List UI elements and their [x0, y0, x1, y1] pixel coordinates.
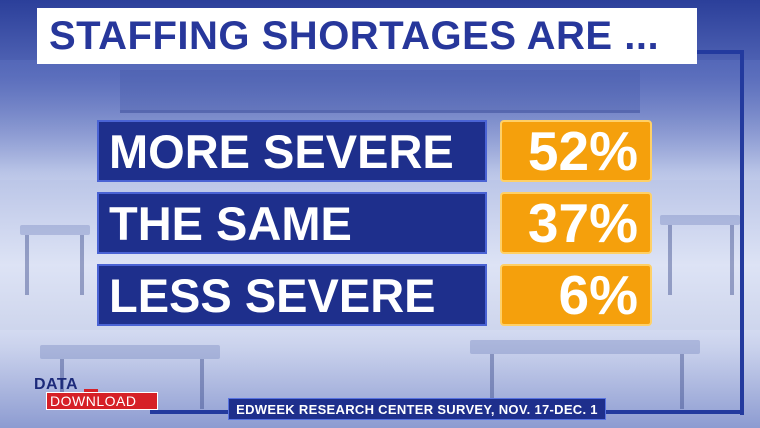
chart-title: STAFFING SHORTAGES ARE ... [49, 13, 660, 58]
category-label: MORE SEVERE [109, 124, 454, 178]
category-label-box: LESS SEVERE [97, 264, 487, 326]
value-box: 37% [500, 192, 652, 254]
background-desk-leg [490, 354, 494, 409]
value-box: 52% [500, 120, 652, 182]
data-label: 37% [527, 192, 638, 254]
category-label-box: THE SAME [97, 192, 487, 254]
source-bar: EDWEEK RESEARCH CENTER SURVEY, NOV. 17-D… [228, 398, 606, 420]
category-label: LESS SEVERE [109, 268, 436, 322]
logo-line-2: DOWNLOAD [46, 392, 158, 410]
background-desk-leg [80, 235, 84, 295]
background-desk-leg [730, 225, 734, 295]
source-text: EDWEEK RESEARCH CENTER SURVEY, NOV. 17-D… [236, 401, 598, 417]
category-label-box: MORE SEVERE [97, 120, 487, 182]
background-desk-leg [200, 359, 204, 409]
background-desk [660, 215, 740, 225]
background-desk [40, 345, 220, 359]
value-box: 6% [500, 264, 652, 326]
logo-line-1: DATA [34, 376, 79, 393]
frame-line-right [740, 50, 744, 415]
headline-box: STAFFING SHORTAGES ARE ... [37, 8, 697, 64]
background-desk [470, 340, 700, 354]
background-desk [20, 225, 90, 235]
background-desk-leg [680, 354, 684, 409]
category-label: THE SAME [109, 196, 352, 250]
frame-line-top [690, 50, 744, 54]
data-label: 52% [527, 120, 638, 182]
background-desk-leg [668, 225, 672, 295]
data-label: 6% [558, 264, 639, 326]
data-download-logo: DATA DOWNLOAD [34, 376, 158, 410]
logo-underscore-mark [84, 389, 98, 392]
background-desk-leg [60, 359, 64, 409]
background-board [120, 70, 640, 113]
background-desk-leg [25, 235, 29, 295]
